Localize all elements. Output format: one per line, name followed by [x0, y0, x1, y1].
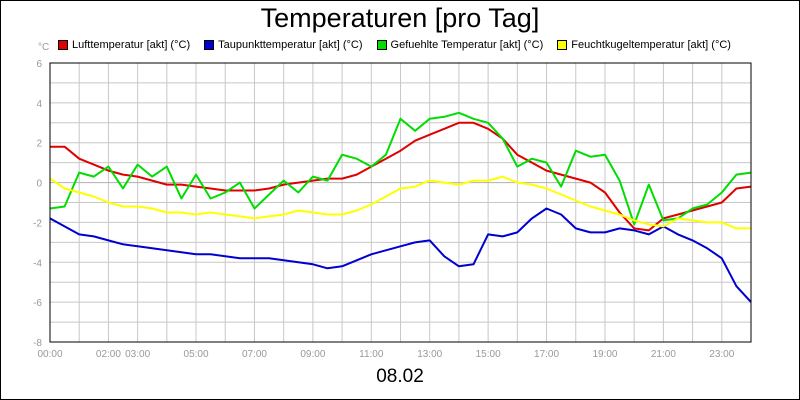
x-tick-label: 11:00 [359, 349, 384, 360]
y-axis-unit: °C [38, 42, 50, 53]
legend-item-feuchtkugeltemperatur: Feuchtkugeltemperatur [akt] (°C) [557, 39, 731, 51]
x-tick-label: 00:00 [37, 349, 62, 360]
y-tick-label: 6 [36, 59, 42, 70]
y-tick-label: 0 [36, 179, 42, 190]
chart-title: Temperaturen [pro Tag] [260, 3, 540, 33]
x-tick-label: 07:00 [242, 349, 267, 360]
legend-swatch-blue [204, 40, 215, 50]
y-tick-label: 2 [36, 139, 42, 150]
legend-item-gefuehlte-temperatur: Gefuehlte Temperatur [akt] (°C) [376, 39, 544, 51]
legend-label: Lufttemperatur [akt] (°C) [72, 39, 191, 51]
plot-border [49, 62, 752, 343]
x-tick-label: 23:00 [709, 349, 734, 360]
y-tick-label: 4 [36, 99, 42, 110]
series-line-3 [49, 175, 751, 230]
x-tick-label: 03:00 [125, 349, 150, 360]
x-tick-label: 17:00 [534, 349, 559, 360]
date-label: 08.02 [376, 366, 424, 387]
x-tick-label: 21:00 [651, 349, 676, 360]
legend-label: Gefuehlte Temperatur [akt] (°C) [390, 39, 544, 51]
legend-label: Feuchtkugeltemperatur [akt] (°C) [571, 39, 731, 51]
y-tick-label: -4 [33, 258, 42, 269]
legend-swatch-yellow [557, 40, 568, 50]
y-tick-label: -6 [33, 298, 42, 309]
x-tick-label: 13:00 [417, 349, 442, 360]
y-tick-label: -2 [33, 218, 42, 229]
series-line-0 [50, 121, 752, 232]
legend-swatch-green [376, 40, 387, 50]
series-line-1 [49, 207, 752, 303]
x-tick-label: 19:00 [592, 349, 617, 360]
y-tick-label: -8 [33, 338, 42, 349]
x-tick-label: 15:00 [476, 349, 501, 360]
legend: Lufttemperatur [akt] (°C) Taupunkttemper… [58, 37, 731, 53]
legend-item-lufttemperatur: Lufttemperatur [akt] (°C) [58, 39, 190, 51]
legend-item-taupunkttemperatur: Taupunkttemperatur [akt] (°C) [204, 39, 363, 51]
x-tick-label: 02:00 [96, 349, 121, 360]
x-tick-label: 09:00 [300, 349, 325, 360]
legend-swatch-red [58, 40, 68, 50]
series-line-2 [49, 111, 752, 226]
x-tick-label: 05:00 [184, 349, 209, 360]
legend-label: Taupunkttemperatur [akt] (°C) [218, 39, 363, 51]
